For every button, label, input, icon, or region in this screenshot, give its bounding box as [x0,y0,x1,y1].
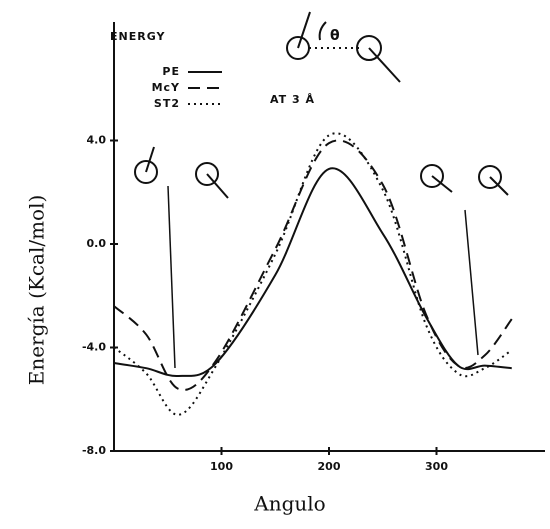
x-tick-label: 100 [210,460,233,473]
y-tick-label: -8.0 [82,444,106,457]
molecule-icons [134,11,509,369]
x-axis-title: Angulo [253,492,325,516]
y-tick-label: 4.0 [87,134,107,147]
energy-label: ENERGY [110,30,165,43]
series-line [113,132,513,416]
series-line [113,167,512,377]
x-tick-label: 200 [318,460,341,473]
angle-symbol: θ [330,28,341,44]
y-axis-title: Energía (Kcal/mol) [25,195,49,386]
legend-label: ST2 [154,97,180,110]
legend-label: McY [152,81,180,94]
distance-note: AT 3 Å [270,93,315,106]
x-tick-label: 300 [425,460,448,473]
legend-label: PE [162,65,180,78]
series-line [113,139,513,391]
y-tick-label: 0.0 [87,237,107,250]
y-tick-label: -4.0 [82,341,106,354]
